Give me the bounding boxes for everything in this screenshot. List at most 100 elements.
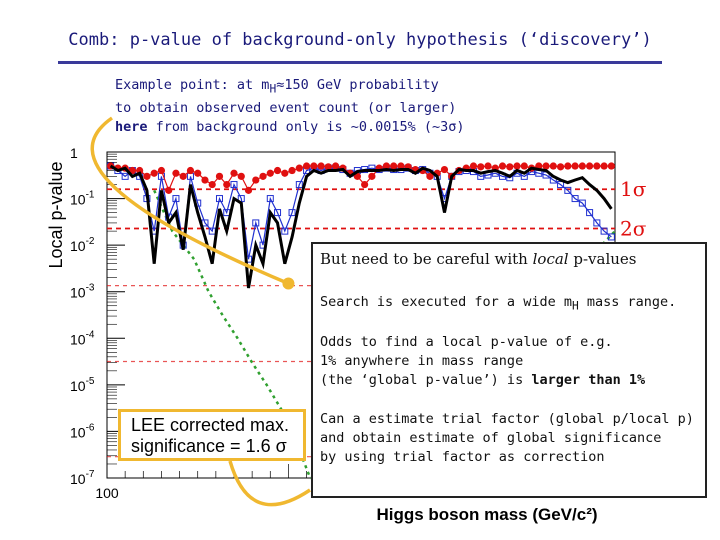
red-series-point xyxy=(310,162,318,170)
red-series-point xyxy=(498,162,507,170)
callout-heading: But need to be careful with local p-valu… xyxy=(320,250,705,268)
lee-corrected-box: LEE corrected max. significance = 1.6 σ xyxy=(118,409,306,461)
y-tick-label: 10-5 xyxy=(70,376,95,394)
red-series-point xyxy=(215,172,224,180)
red-series-point xyxy=(440,165,449,174)
red-series-point xyxy=(607,162,615,170)
y-tick-label: 1 xyxy=(70,145,78,161)
blue-series-point xyxy=(586,209,594,217)
red-series-point xyxy=(208,180,216,189)
red-series-point xyxy=(368,172,376,180)
blue-series-point xyxy=(266,195,274,203)
red-series-point xyxy=(150,169,158,177)
red-series-point xyxy=(332,162,340,170)
red-series-point xyxy=(484,162,492,170)
red-series-point xyxy=(506,163,514,171)
y-tick-label: 10-4 xyxy=(70,329,95,347)
blue-series-point xyxy=(593,219,601,227)
red-series-point xyxy=(136,166,144,175)
example-note: Example point: at mH≈150 GeV probability… xyxy=(115,76,465,137)
red-series-point xyxy=(571,162,579,170)
callout-p4-line2: and obtain estimate of global significan… xyxy=(320,429,662,446)
callout-p3-line3-pre: (the ‘global p-value’) is xyxy=(320,371,532,388)
red-series-point xyxy=(237,172,245,180)
callout-p2-sub: H xyxy=(571,299,579,313)
red-series-point xyxy=(382,162,390,170)
callout-heading-pre: But need to be careful with xyxy=(320,250,533,268)
red-series-point xyxy=(317,162,325,170)
red-series-point xyxy=(172,169,180,177)
callout-heading-post: p-values xyxy=(568,250,637,268)
red-series-point xyxy=(513,162,521,170)
red-series-point xyxy=(295,164,303,172)
blue-series-point xyxy=(564,186,572,194)
blue-series-point xyxy=(252,219,260,227)
blue-series-point xyxy=(295,181,303,189)
red-series-point xyxy=(223,180,231,189)
red-series-point xyxy=(426,172,434,180)
callout-p2-post: mass range. xyxy=(578,294,677,310)
lee-arrow xyxy=(228,460,311,507)
red-series-point xyxy=(266,169,274,177)
red-series-point xyxy=(361,180,369,189)
sigma-label: 1σ xyxy=(620,177,647,201)
red-series-point xyxy=(520,162,528,170)
callout-p2-pre: Search is executed for a wide m xyxy=(320,294,572,310)
red-series-point xyxy=(600,162,608,170)
blue-series-point xyxy=(288,209,296,217)
red-series-point xyxy=(281,169,289,177)
local-pvalue-callout: But need to be careful with local p-valu… xyxy=(311,242,707,498)
blue-series-point xyxy=(215,195,223,203)
red-series-line xyxy=(110,165,612,193)
blue-series-point xyxy=(607,233,615,241)
example-line2: to obtain observed event count (or large… xyxy=(115,99,457,116)
red-series-point xyxy=(157,166,166,175)
blue-series-point xyxy=(274,209,282,217)
red-series-point xyxy=(230,169,238,177)
red-series-point xyxy=(186,166,195,175)
callout-p4-line1: Can a estimate trial factor (global p/lo… xyxy=(320,410,694,427)
lee-line2: significance = 1.6 σ xyxy=(131,436,287,456)
callout-odds: Odds to find a local p-value of e.g. 1% … xyxy=(320,333,705,390)
red-series-point xyxy=(390,162,398,170)
y-tick-label: 10-2 xyxy=(70,236,95,254)
sigma-label: 2σ xyxy=(620,217,647,241)
red-series-point xyxy=(165,186,173,194)
callout-p3-line2: 1% anywhere in mass range xyxy=(320,352,524,369)
red-series-point xyxy=(549,162,557,170)
red-series-point xyxy=(578,162,586,170)
red-series-point xyxy=(179,172,187,180)
red-series-point xyxy=(201,176,209,184)
red-series-point xyxy=(324,163,332,171)
red-series-point xyxy=(302,162,311,170)
callout-trial-factor: Can a estimate trial factor (global p/lo… xyxy=(320,410,705,467)
red-series-point xyxy=(252,176,260,184)
x-tick-label: 100 xyxy=(95,485,119,501)
example-line3-rest: from background only is ~0.0015% (~3σ) xyxy=(147,118,465,135)
y-tick-label: 10-6 xyxy=(70,422,95,440)
example-line1-pre: Example point: at m xyxy=(115,77,270,93)
y-axis-label: Local p-value xyxy=(46,161,66,268)
y-tick-label: 10-1 xyxy=(70,190,95,208)
observed-series-line xyxy=(109,164,613,289)
red-series-point xyxy=(477,163,485,171)
example-arrow xyxy=(90,116,290,286)
red-series-point xyxy=(288,166,296,175)
blue-series-point xyxy=(230,181,238,189)
callout-heading-em: local xyxy=(532,250,569,268)
red-series-point xyxy=(397,162,405,170)
blue-series-point xyxy=(571,195,579,203)
example-line1-post: ≈150 GeV probability xyxy=(276,77,439,93)
red-series-point xyxy=(556,163,565,171)
blue-series-point xyxy=(121,172,129,180)
blue-series-point xyxy=(281,227,289,235)
red-series-point xyxy=(564,162,572,170)
x-axis-label: Higgs boson mass (GeV/c²) xyxy=(376,505,597,524)
red-series-point xyxy=(273,166,282,175)
example-line3-bold: here xyxy=(115,118,148,135)
callout-p3-line1: Odds to find a local p-value of e.g. xyxy=(320,333,613,350)
blue-series-point xyxy=(172,195,180,203)
example-point-marker xyxy=(282,277,295,290)
callout-p3-line3-bold: larger than 1% xyxy=(531,371,646,388)
red-series-point xyxy=(469,162,478,170)
